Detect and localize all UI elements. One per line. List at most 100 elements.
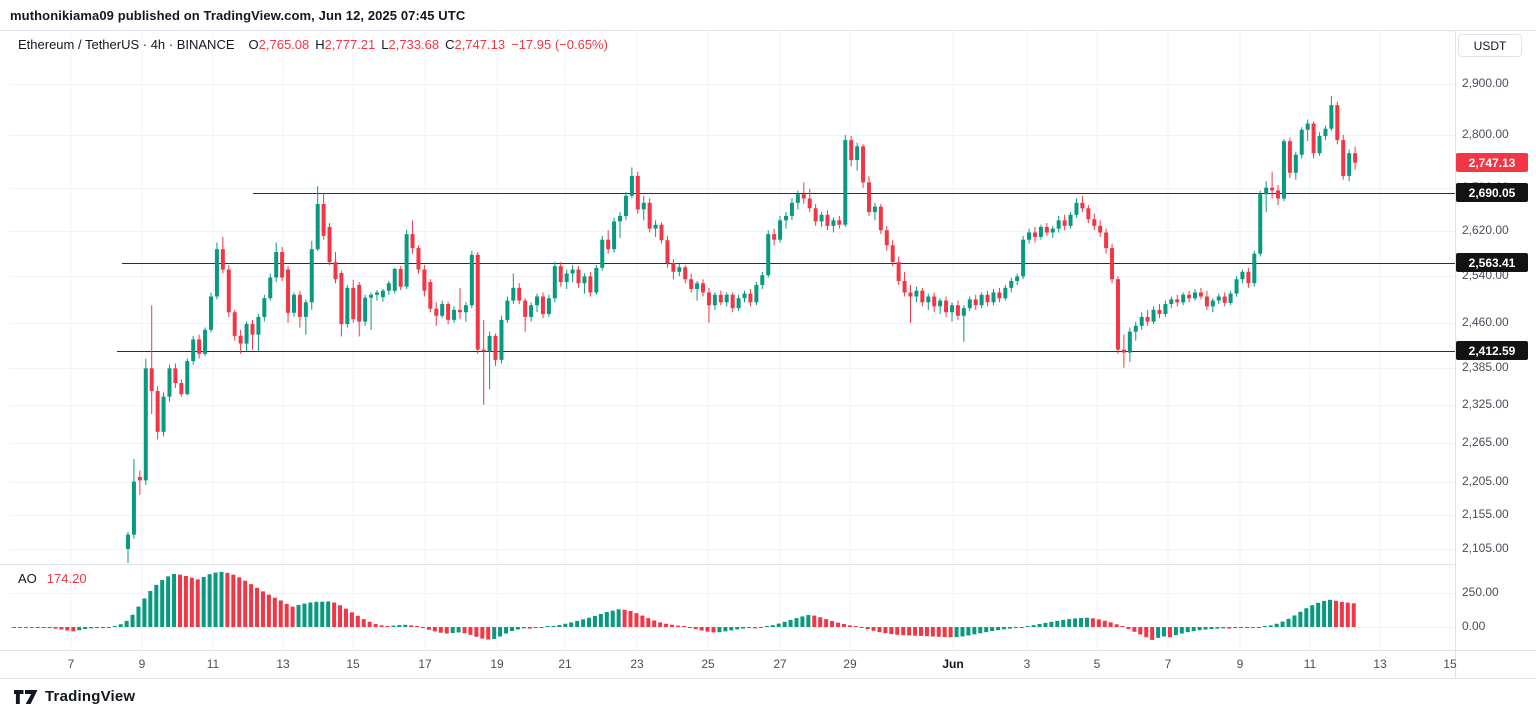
candle-body [701, 283, 706, 293]
time-axis-label: 29 [843, 657, 857, 671]
ao-bar [616, 609, 621, 627]
price-axis-label: 2,800.00 [1462, 127, 1509, 141]
time-axis-label: 15 [346, 657, 360, 671]
ao-bar [177, 574, 182, 627]
candle-body [813, 208, 818, 222]
ao-bar [1339, 601, 1344, 627]
ao-bar [741, 627, 746, 629]
ao-bar [1286, 618, 1291, 627]
ao-bar [533, 627, 538, 628]
ao-bar [1322, 600, 1327, 627]
candle-body [386, 283, 391, 291]
candle-body [1115, 279, 1120, 350]
candle-body [226, 269, 231, 313]
candle-body [564, 273, 569, 283]
price-axis-label: 2,620.00 [1462, 223, 1509, 237]
ao-bar [1345, 602, 1350, 627]
ao-bar [924, 627, 929, 637]
ao-bar [343, 608, 348, 627]
ao-bar [338, 605, 343, 627]
candle-body [772, 234, 777, 240]
candle-body [416, 248, 421, 270]
ao-bar [1215, 627, 1220, 629]
candle-body [878, 206, 883, 231]
ao-bar [830, 621, 835, 627]
candle-body [985, 294, 990, 303]
ao-bar [587, 617, 592, 627]
ao-bar [474, 627, 479, 637]
ao-bar [575, 620, 580, 627]
candle-body [724, 294, 729, 303]
candle-body [1021, 239, 1026, 277]
candle-body [884, 230, 889, 246]
candle-body [831, 220, 836, 226]
ao-bar [1084, 617, 1089, 627]
candle-body [825, 214, 830, 226]
ao-bar [1102, 620, 1107, 627]
time-axis-label: 25 [701, 657, 715, 671]
candle-body [558, 266, 563, 283]
ao-bar [824, 619, 829, 627]
candle-body [1323, 128, 1328, 136]
candle-body [961, 308, 966, 316]
ao-bar [1144, 627, 1149, 638]
tradingview-brand-text[interactable]: TradingView [45, 688, 136, 705]
ao-bar [260, 591, 265, 627]
candle-body [1305, 123, 1310, 130]
ao-bar [320, 601, 325, 627]
ao-bar [255, 587, 260, 627]
time-axis-label: 21 [558, 657, 572, 671]
ao-bar [456, 627, 461, 633]
ao-bar [71, 627, 76, 632]
ao-bar [1061, 619, 1066, 627]
candle-body [256, 316, 261, 335]
candle-body [309, 249, 314, 303]
ao-bar [130, 614, 135, 627]
ao-bar [515, 627, 520, 630]
ao-bar [349, 612, 354, 627]
time-axis-label: 9 [138, 657, 146, 671]
ao-bar [432, 627, 437, 632]
candle-body [505, 300, 510, 320]
ao-bar [563, 623, 568, 627]
candle-body [902, 280, 907, 293]
candle-body [244, 323, 249, 344]
ao-bar [47, 627, 52, 629]
candle-body [1234, 279, 1239, 294]
candle-body [1228, 293, 1233, 303]
ohlc-open-label: O [248, 37, 259, 52]
ohlc-close-label: C [445, 37, 455, 52]
ao-bar [219, 571, 224, 627]
ao-bar [1031, 625, 1036, 627]
ao-bar [12, 627, 16, 628]
candle-body [143, 368, 148, 481]
candle-body [689, 279, 694, 289]
symbol-title[interactable]: Ethereum / TetherUS · 4h · BINANCE [18, 37, 235, 52]
ao-bar [664, 623, 669, 627]
candle-body [861, 146, 866, 183]
ao-bar [545, 626, 550, 627]
ao-bar [1203, 627, 1208, 630]
candle-body [1038, 226, 1043, 237]
candle-body [748, 293, 753, 303]
ao-bar [794, 618, 799, 627]
ao-bar [1191, 627, 1196, 632]
candle-body [1050, 228, 1055, 233]
ao-bar [166, 576, 171, 627]
ao-bar [379, 625, 384, 627]
ao-bar [1221, 627, 1226, 629]
candle-body [949, 305, 954, 313]
candle-body [908, 292, 913, 297]
candle-body [1068, 214, 1073, 226]
ao-bar [361, 619, 366, 627]
candle-body [736, 298, 741, 309]
ao-bar [59, 627, 64, 630]
symbol-row: Ethereum / TetherUS · 4h · BINANCE O2,765… [18, 37, 608, 52]
candle-body [944, 300, 949, 313]
currency-toggle-button[interactable]: USDT [1458, 34, 1522, 57]
ao-bar [106, 627, 111, 628]
ao-bar [201, 576, 206, 627]
tradingview-logo-icon[interactable] [14, 689, 38, 704]
candle-body [523, 300, 528, 317]
